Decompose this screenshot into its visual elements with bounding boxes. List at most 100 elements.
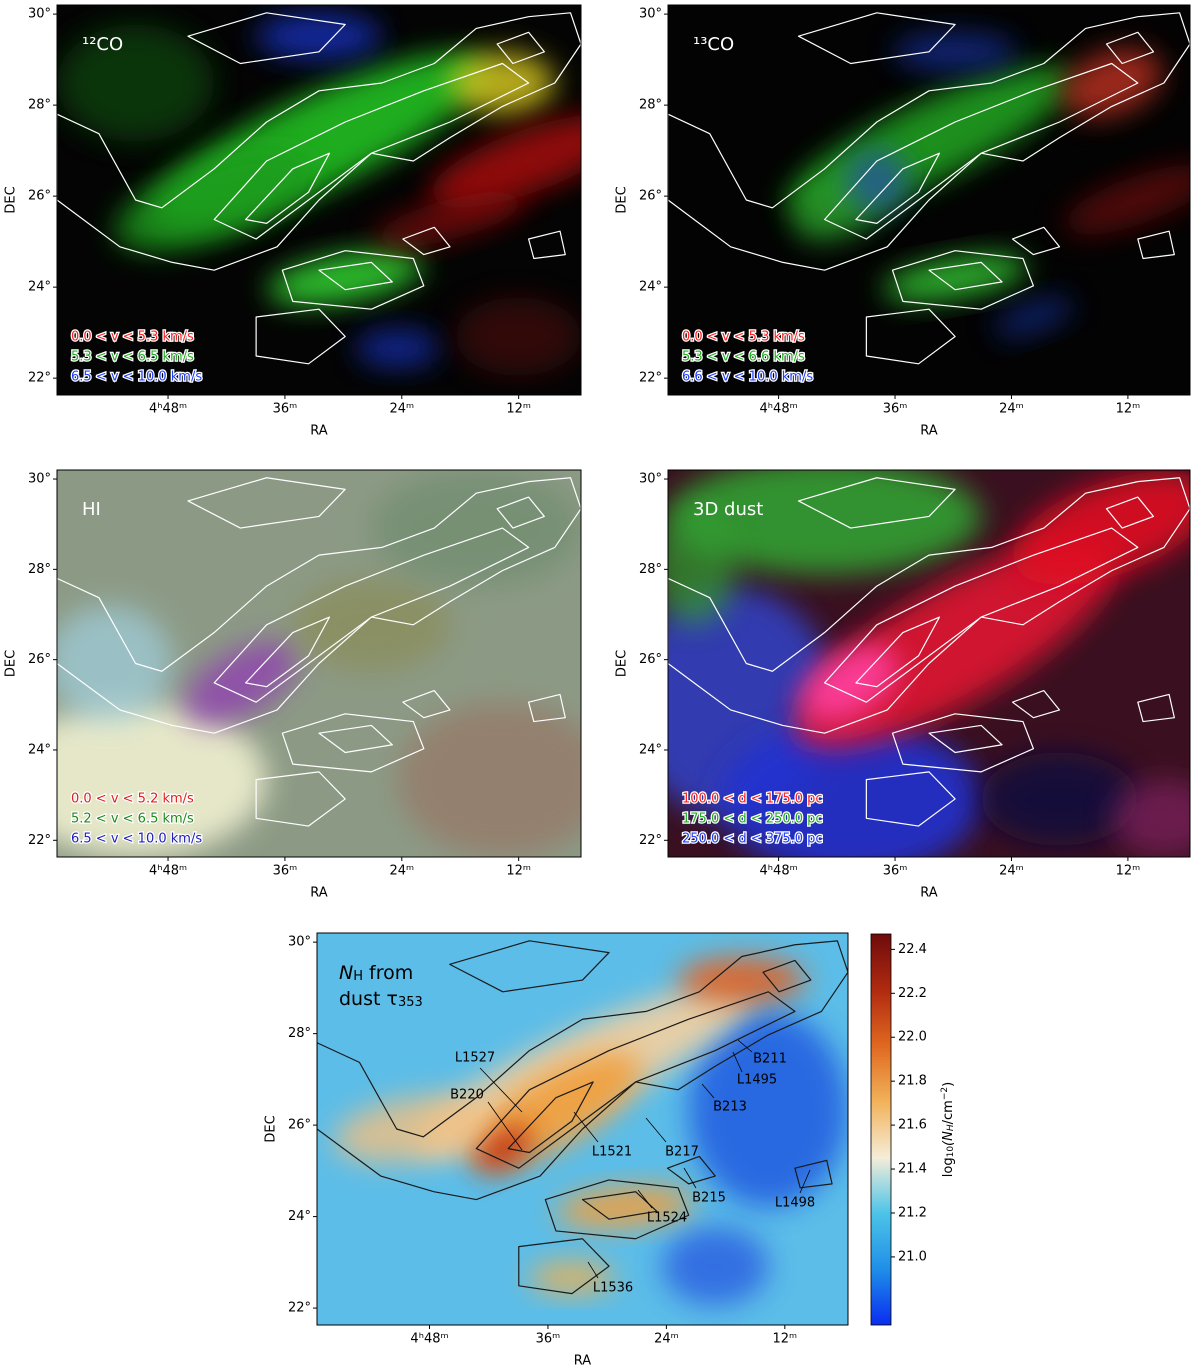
panel-label-part: N	[339, 962, 353, 984]
colorbar-tick-label: 21.8	[898, 1074, 927, 1089]
legend-entry: 0.0 < v < 5.3 km/s	[682, 330, 805, 345]
map-image	[668, 5, 1190, 395]
x-axis-label: RA	[920, 424, 938, 439]
emission	[256, 12, 382, 60]
panel-label: ¹³CO	[693, 34, 734, 55]
legend-entry: 175.0 < d < 250.0 pc	[682, 812, 823, 827]
contour	[666, 1155, 716, 1185]
legend-entry: 6.6 < v < 10.0 km/s	[682, 370, 813, 385]
emission	[114, 148, 314, 252]
object-label: L1495	[737, 1073, 777, 1088]
contour	[823, 62, 1139, 240]
x-tick-label: 4ʰ48ᵐ	[149, 864, 187, 879]
emission	[57, 24, 215, 142]
legend-entry: 250.0 < d < 375.0 pc	[682, 832, 823, 847]
y-tick-label: 28°	[28, 98, 51, 113]
x-tick-label: 36ᵐ	[883, 864, 908, 879]
panel-label: HI	[82, 499, 101, 520]
contour	[318, 724, 393, 754]
legend-entry: 5.3 < v < 6.6 km/s	[682, 350, 805, 365]
object-label: B220	[450, 1088, 484, 1103]
contour	[544, 1179, 690, 1240]
contour	[928, 724, 1003, 754]
emission	[455, 297, 581, 376]
emission	[688, 1011, 848, 1208]
colorbar-label-part: 10	[946, 1146, 956, 1158]
y-tick-label: 28°	[288, 1026, 311, 1041]
leader-line	[645, 1117, 667, 1143]
x-tick-label: 24ᵐ	[389, 402, 414, 417]
panel-label-part: H	[353, 969, 363, 984]
leader-line	[683, 1167, 697, 1189]
leader-line	[479, 1067, 523, 1113]
leader-line	[587, 1261, 599, 1279]
emission	[450, 51, 555, 115]
contour	[187, 12, 346, 65]
contour	[281, 250, 425, 310]
emission	[1061, 48, 1162, 118]
colorbar-label-part: /cm	[941, 1100, 956, 1124]
panel-label-part: 353	[398, 995, 423, 1010]
contour	[57, 477, 581, 734]
x-tick-label: 24ᵐ	[389, 864, 414, 879]
leader-line	[799, 1169, 811, 1194]
contour	[527, 230, 566, 260]
emission	[397, 702, 581, 857]
object-label: B215	[692, 1191, 726, 1206]
contour	[855, 616, 941, 688]
contour	[317, 940, 848, 1201]
contour	[57, 12, 581, 271]
colorbar-tick-label: 21.0	[898, 1249, 927, 1264]
legend-entry: 6.5 < v < 10.0 km/s	[71, 370, 202, 385]
contour	[187, 477, 346, 529]
y-tick-label: 24°	[28, 742, 51, 757]
colorbar-label-part: )	[941, 1082, 956, 1087]
y-tick-label: 30°	[28, 472, 51, 487]
map-image	[668, 470, 1190, 857]
x-tick-label: 12ᵐ	[506, 402, 531, 417]
contour	[1137, 230, 1175, 260]
emission	[373, 191, 527, 248]
x-tick-label: 24ᵐ	[999, 864, 1024, 879]
x-tick-label: 12ᵐ	[1116, 402, 1141, 417]
y-tick-label: 26°	[288, 1118, 311, 1133]
contour	[255, 771, 346, 827]
colorbar-tick-label: 22.2	[898, 986, 927, 1001]
colorbar-label-part: −2	[940, 1087, 950, 1100]
contour	[449, 940, 610, 993]
x-tick-label: 4ʰ48ᵐ	[760, 402, 798, 417]
panel-label: ¹²CO	[82, 34, 123, 55]
contour	[496, 496, 545, 529]
y-tick-label: 22°	[28, 371, 51, 386]
y-tick-label: 30°	[28, 7, 51, 22]
frame	[667, 469, 1191, 858]
y-tick-label: 26°	[639, 652, 662, 667]
contour	[797, 12, 956, 65]
leader-line	[637, 1189, 653, 1209]
y-tick-label: 28°	[639, 98, 662, 113]
y-tick-label: 22°	[28, 833, 51, 848]
x-tick-label: 24ᵐ	[999, 402, 1024, 417]
object-label: B213	[713, 1100, 747, 1115]
y-tick-label: 24°	[288, 1209, 311, 1224]
emission	[720, 721, 982, 857]
legend-entry: 100.0 < d < 175.0 pc	[682, 792, 823, 807]
contour	[402, 689, 451, 719]
contour	[402, 226, 451, 256]
leader-line	[732, 1051, 743, 1073]
object-label: L1524	[647, 1211, 687, 1226]
contour	[823, 527, 1139, 703]
x-tick-label: 36ᵐ	[883, 402, 908, 417]
x-axis-label: RA	[920, 886, 938, 901]
emission	[333, 1095, 492, 1163]
emission	[371, 470, 581, 587]
y-tick-label: 24°	[639, 280, 662, 295]
x-axis-label: RA	[574, 1354, 592, 1369]
frame	[56, 4, 582, 396]
y-tick-label: 24°	[28, 280, 51, 295]
y-tick-label: 22°	[288, 1301, 311, 1316]
emission	[1111, 779, 1190, 857]
y-axis-label: DEC	[615, 186, 630, 213]
emission	[802, 645, 899, 721]
